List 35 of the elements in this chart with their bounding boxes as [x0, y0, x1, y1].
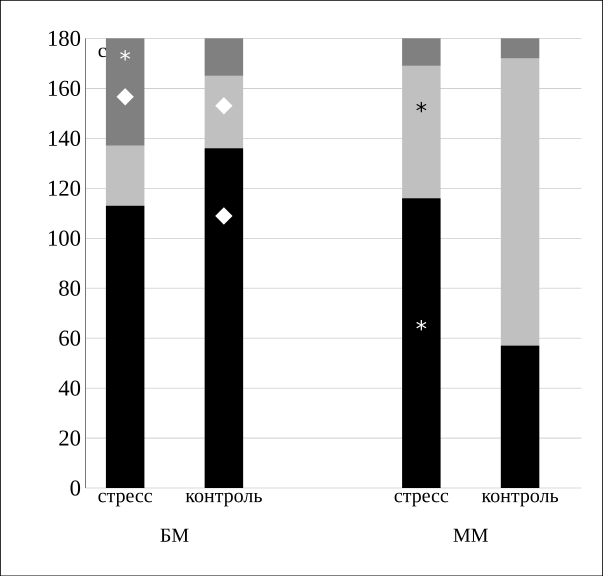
- y-tick-label: 100: [48, 230, 80, 246]
- bar: [500, 58, 540, 346]
- annotation: c: [98, 47, 106, 57]
- y-tick-label: 180: [48, 30, 80, 46]
- y-tick-label: 120: [48, 180, 80, 196]
- annotation: *: [120, 50, 130, 60]
- bar: [106, 206, 144, 488]
- bar: [204, 38, 244, 76]
- annotation: ◆: [215, 96, 233, 114]
- bar: [106, 38, 144, 146]
- annotation: *: [416, 320, 426, 330]
- annotation: *: [416, 102, 426, 112]
- bar: [402, 198, 441, 488]
- text: ММ: [454, 528, 488, 542]
- bar: [106, 146, 144, 206]
- y-tick-label: 40: [58, 380, 80, 396]
- bar: [204, 76, 244, 148]
- x-tick-label: контроль: [186, 492, 262, 506]
- bar: [402, 66, 441, 198]
- y-tick-label: 0: [70, 480, 80, 496]
- y-tick-label: 60: [59, 330, 80, 346]
- annotation: ◆: [116, 88, 134, 106]
- x-tick-label: контроль: [482, 492, 558, 506]
- text: БМ: [160, 528, 189, 542]
- annotation: ◆: [215, 207, 233, 224]
- bar: [500, 345, 540, 488]
- bar: [402, 38, 441, 66]
- bar: [204, 148, 244, 488]
- y-tick-label: 160: [48, 80, 80, 96]
- bar: [500, 38, 540, 58]
- y-tick-label: 140: [48, 130, 80, 146]
- x-tick-label: стресс: [98, 492, 152, 506]
- y-tick-label: 20: [59, 430, 80, 446]
- x-tick-label: стресс: [394, 492, 448, 506]
- y-tick-label: 80: [59, 280, 80, 296]
